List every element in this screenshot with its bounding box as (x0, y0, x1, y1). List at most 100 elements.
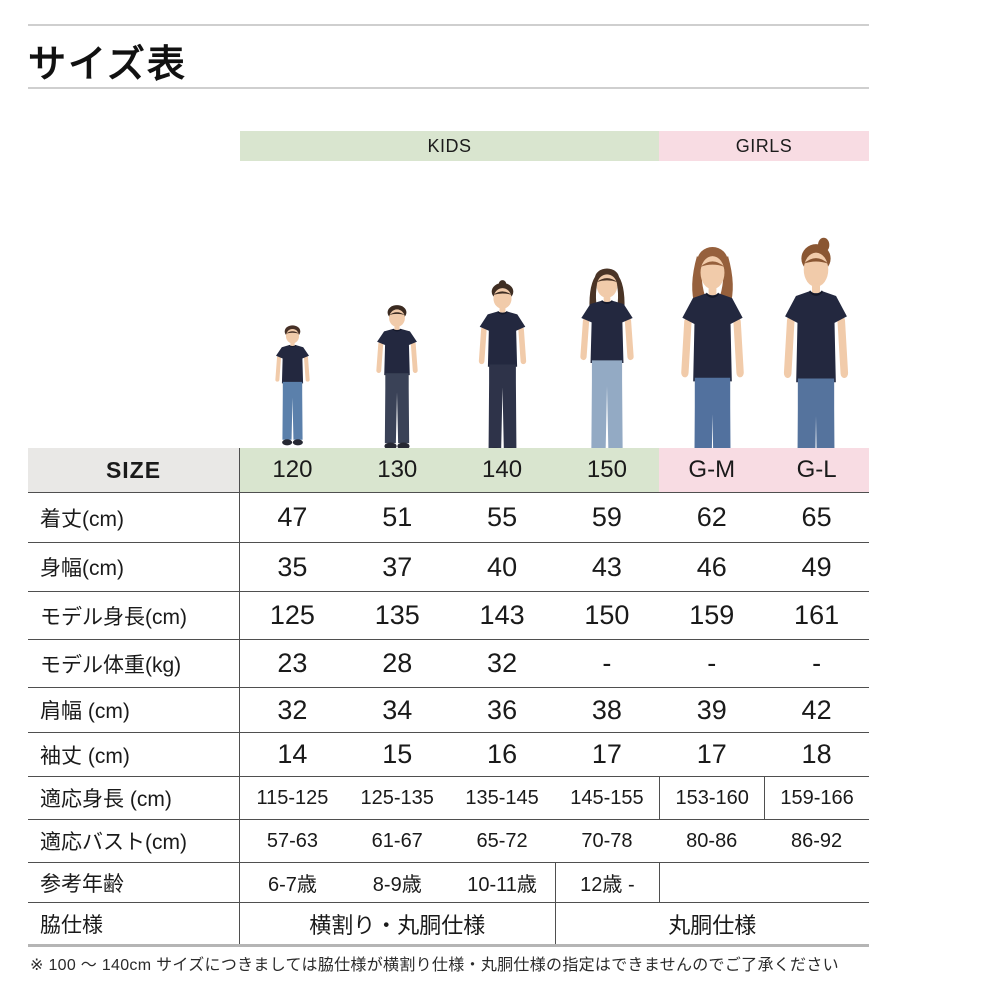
model-photo-140 (459, 278, 546, 448)
table-cell: - (812, 648, 822, 678)
table-cell (659, 863, 764, 902)
table-cell: 17 (591, 739, 622, 769)
row-label: 適応身長 (cm) (28, 777, 240, 819)
column-header-130: 130 (344, 448, 450, 492)
table-cell: 135 (374, 600, 420, 630)
title-rule-bottom (28, 87, 869, 89)
table-cell: 34 (382, 694, 413, 725)
model-photo-G-M (655, 240, 770, 448)
table-row: 脇仕様 横割り・丸胴仕様 丸胴仕様 (28, 903, 869, 947)
table-cell: - (602, 648, 612, 678)
size-table: SIZE 120 130 140 150 G-M G-L 着丈(cm) 47 51 55 59 62 65… (28, 448, 869, 947)
table-cell: 38 (591, 694, 622, 725)
table-row: 袖丈 (cm) 14 15 16 17 17 18 (28, 733, 869, 777)
table-cell: 57-63 (266, 829, 318, 852)
row-label: 肩幅 (cm) (28, 688, 240, 732)
table-row: 適応バスト(cm) 57-63 61-67 65-72 70-78 80-86 86-92 (28, 820, 869, 863)
girls-group-header: GIRLS (659, 131, 869, 161)
table-cell: 14 (277, 739, 308, 769)
table-cell: 153-160 (659, 777, 764, 819)
table-cell: 39 (696, 694, 727, 725)
table-cell: 70-78 (581, 829, 633, 852)
table-cell: 8-9歳 (372, 874, 422, 896)
table-row: モデル身長(cm) 125 135 143 150 159 161 (28, 592, 869, 640)
row-label: 着丈(cm) (28, 493, 240, 542)
table-cell: 150 (584, 600, 630, 630)
table-cell (764, 863, 869, 902)
table-cell: 46 (696, 551, 727, 582)
size-header-row: SIZE 120 130 140 150 G-M G-L (28, 448, 869, 493)
model-photo-120 (261, 322, 324, 448)
table-cell: 51 (382, 502, 413, 532)
table-cell: 35 (277, 551, 308, 582)
table-cell: 18 (801, 739, 832, 769)
table-cell: 40 (487, 551, 518, 582)
table-cell: - (707, 648, 717, 678)
table-cell: 15 (382, 739, 413, 769)
table-cell: 86-92 (791, 829, 843, 852)
page-title: サイズ表 (28, 44, 187, 86)
table-cell-span: 横割り・丸胴仕様 (309, 912, 486, 938)
table-row: 身幅(cm) 35 37 40 43 46 49 (28, 543, 869, 592)
table-cell: 115-125 (256, 786, 329, 809)
girls-group-label: GIRLS (735, 135, 793, 156)
footnote-text: ※ 100 ～ 140cm サイズにつきましては脇仕様が横割り仕様・丸胴仕様の指… (30, 957, 839, 974)
row-label: 参考年齢 (28, 863, 240, 902)
table-cell: 161 (794, 600, 840, 630)
table-row: 肩幅 (cm) 32 34 36 38 39 42 (28, 688, 869, 733)
table-cell: 42 (801, 694, 832, 725)
table-cell: 10-11歳 (467, 874, 537, 896)
table-cell: 17 (696, 739, 727, 769)
table-cell: 16 (487, 739, 518, 769)
column-header-G-L: G-L (764, 448, 869, 492)
table-row: 参考年齢 6-7歳 8-9歳 10-11歳 12歳 - (28, 863, 869, 903)
row-label: 脇仕様 (28, 903, 240, 944)
table-cell: 43 (591, 551, 622, 582)
table-cell: 49 (801, 551, 832, 582)
column-header-G-M: G-M (659, 448, 765, 492)
table-cell: 47 (277, 502, 308, 532)
table-cell: 36 (487, 694, 518, 725)
table-cell: 61-67 (371, 829, 423, 852)
title-rule-top (28, 24, 869, 26)
table-cell: 159 (689, 600, 735, 630)
table-cell: 80-86 (686, 829, 738, 852)
table-cell: 145-155 (570, 786, 644, 809)
table-cell: 125-135 (360, 786, 434, 809)
row-label: 適応バスト(cm) (28, 820, 240, 862)
model-photo-G-L (757, 236, 875, 448)
row-label: 袖丈 (cm) (28, 733, 240, 776)
table-cell: 12歳 - (554, 863, 660, 902)
kids-group-label: KIDS (427, 135, 472, 156)
table-row: 適応身長 (cm) 115-125 125-135 135-145 145-155 153… (28, 777, 869, 820)
table-row: モデル体重(kg) 23 28 32 - - - (28, 640, 869, 688)
model-photo-130 (359, 301, 435, 448)
row-label: 身幅(cm) (28, 543, 240, 591)
table-cell: 37 (382, 551, 413, 582)
table-cell: 159-166 (764, 777, 869, 819)
size-header-label: SIZE (28, 448, 240, 492)
table-cell: 32 (277, 694, 308, 725)
table-cell: 125 (269, 600, 315, 630)
kids-group-header: KIDS (240, 131, 659, 161)
table-cell: 23 (277, 648, 308, 678)
table-cell: 62 (696, 502, 727, 532)
column-header-150: 150 (554, 448, 660, 492)
table-cell: 28 (382, 648, 413, 678)
table-cell: 65-72 (476, 829, 528, 852)
column-header-120: 120 (240, 448, 345, 492)
table-cell: 135-145 (465, 786, 539, 809)
table-cell: 143 (479, 600, 525, 630)
table-cell-span: 丸胴仕様 (554, 903, 870, 944)
table-cell: 59 (591, 502, 622, 532)
table-cell: 65 (801, 502, 832, 532)
model-photo-150 (558, 263, 656, 448)
row-label: モデル体重(kg) (28, 640, 240, 687)
table-row: 着丈(cm) 47 51 55 59 62 65 (28, 493, 869, 543)
table-cell: 55 (487, 502, 518, 532)
column-header-140: 140 (449, 448, 555, 492)
table-cell: 6-7歳 (267, 874, 317, 896)
row-label: モデル身長(cm) (28, 592, 240, 639)
table-cell: 32 (487, 648, 518, 678)
